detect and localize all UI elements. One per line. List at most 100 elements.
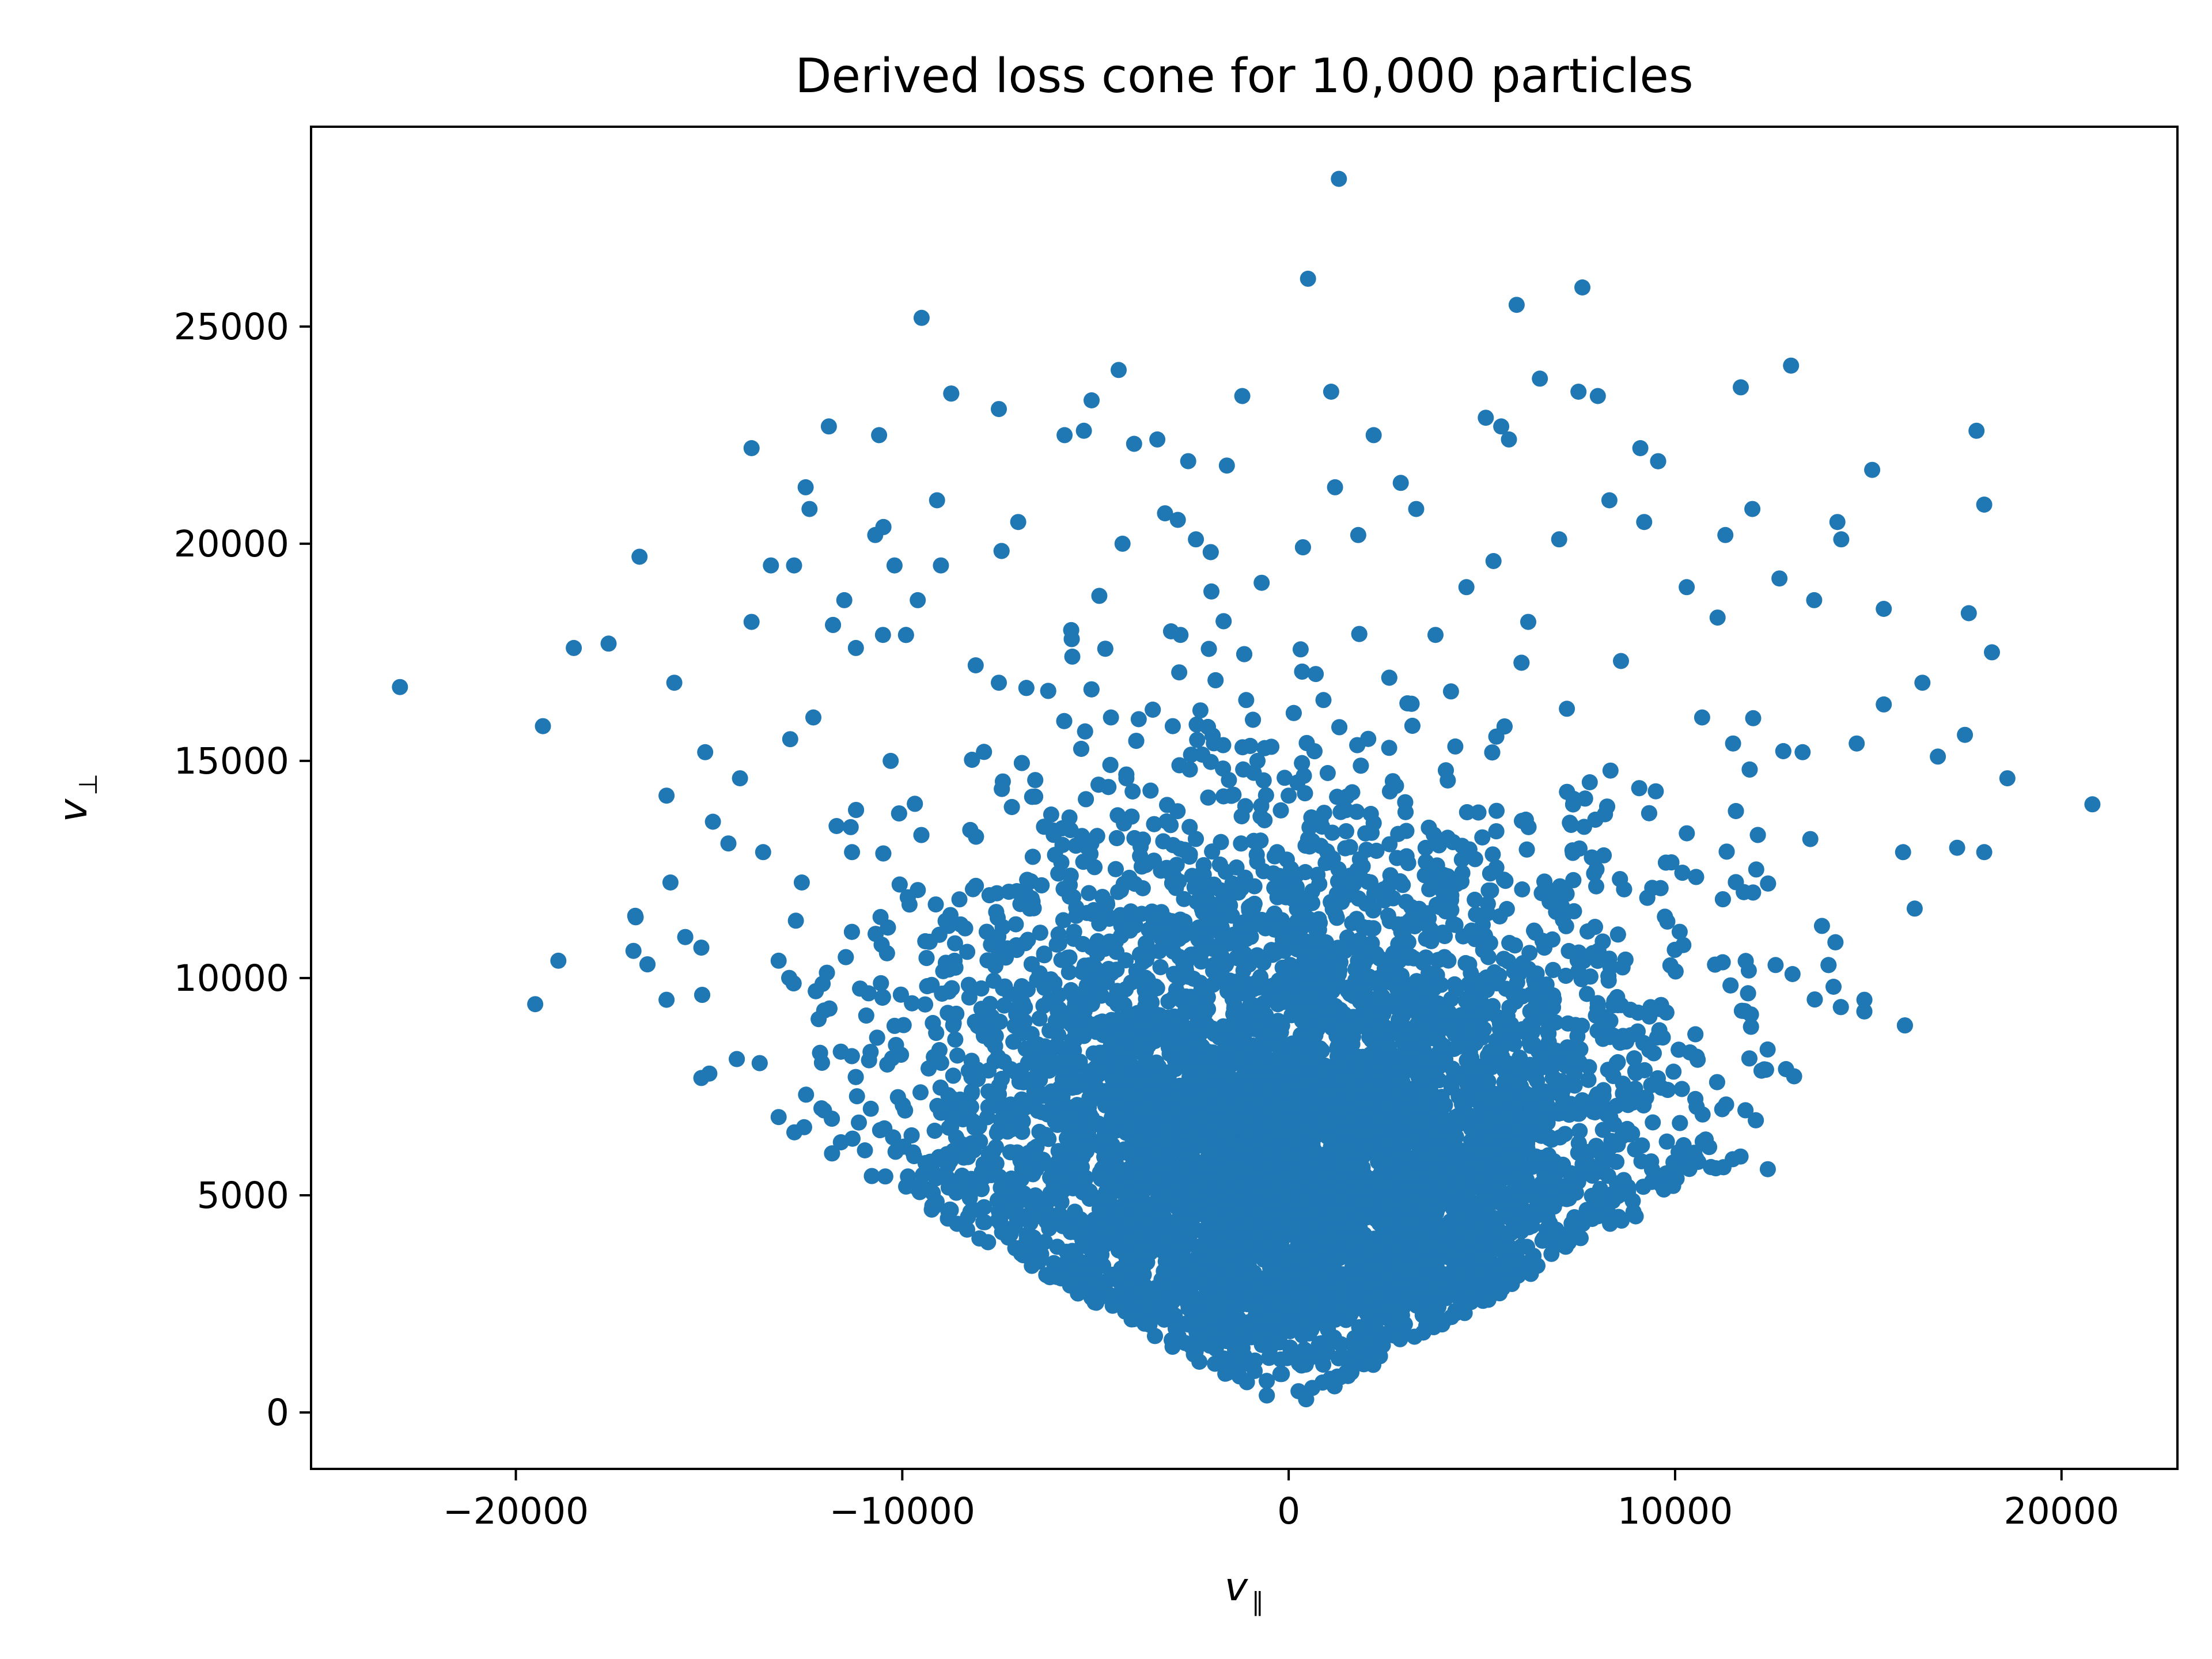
scatter-point [1007,916,1024,933]
scatter-point [1602,762,1619,779]
scatter-point [1767,957,1784,974]
scatter-point [1458,579,1475,596]
scatter-point [1323,384,1339,400]
scatter-point [933,557,949,574]
scatter-point [1350,527,1366,543]
scatter-point [1984,644,2000,661]
scatter-point [1164,718,1181,734]
scatter-point [1084,392,1100,408]
scatter-point [828,818,845,834]
scatter-point [787,912,804,929]
scatter-point [1427,627,1444,643]
scatter-point [1130,711,1147,728]
scatter-point [1365,427,1382,444]
scatter-point [566,639,582,656]
scatter-point [946,935,963,952]
scatter-point [1930,748,1946,765]
scatter-point [847,639,864,656]
scatter-point [871,427,888,444]
scatter-point [1733,379,1749,396]
scatter-point [798,1086,815,1103]
scatter-point [1976,497,1993,513]
scatter-point [1188,531,1205,548]
scatter-points [392,171,2101,1408]
scatter-point [658,787,675,804]
scatter-point [973,1001,990,1017]
scatter-point [1806,592,1823,608]
scatter-point [1802,831,1819,847]
scatter-point [1960,605,1977,622]
scatter-point [1501,431,1517,448]
scatter-point [1748,861,1764,878]
scatter-point [874,627,891,643]
scatter-point [1520,613,1536,630]
scatter-point [1478,410,1494,426]
scatter-point [1601,492,1618,509]
scatter-point [1075,422,1092,439]
scatter-point [1581,774,1598,790]
scatter-point [1114,535,1131,552]
scatter-point [1906,900,1923,917]
scatter-point [1234,388,1251,404]
scatter-point [1833,531,1850,548]
scatter-point [1408,501,1425,517]
scatter-point [666,675,683,691]
scatter-point [1949,839,1965,856]
chart-title: Derived loss cone for 10,000 particles [795,49,1693,104]
scatter-point [697,744,714,760]
scatter-point [1162,623,1179,639]
scatter-point [631,548,648,565]
scatter-point [991,401,1007,418]
scatter-point [1771,570,1788,587]
scatter-point [1849,735,1865,752]
scatter-point [1589,388,1606,404]
scatter-point [1957,726,1974,743]
scatter-point [1725,735,1741,752]
scatter-point [1829,514,1846,531]
scatter-point [1392,475,1409,491]
scatter-point [912,1084,929,1101]
scatter-point [770,952,787,969]
scatter-point [1010,514,1027,531]
scatter-point [797,479,814,495]
scatter-point [625,942,642,959]
scatter-point [2084,796,2101,813]
scatter-point [600,635,617,652]
scatter-point [1745,710,1762,726]
scatter-point [527,996,544,1013]
scatter-point [770,1109,787,1126]
scatter-point [1442,683,1459,700]
scatter-point [1671,923,1688,940]
scatter-point [959,944,976,960]
scatter-point [1968,422,1985,439]
scatter-point [1485,553,1502,569]
scatter-point [1514,881,1531,897]
scatter-point [1895,844,1911,861]
scatter-point [786,557,802,574]
scatter-point [851,1114,867,1131]
scatter-point [1493,418,1510,435]
scatter-point [782,731,798,748]
scatter-point [550,952,567,969]
scatter-point [1157,505,1173,522]
scatter-point [1783,357,1800,374]
scatter-point [1825,979,1842,995]
scatter-point [720,835,737,852]
scatter-point [1292,641,1309,658]
scatter-point [1381,740,1397,756]
scatter-point [1914,675,1931,691]
scatter-point [1632,440,1649,456]
scatter-point [1976,844,1993,861]
scatter-point [1012,896,1029,912]
scatter-point [910,592,926,608]
scatter-point [1570,384,1587,400]
scatter-point [1218,457,1235,474]
scatter-point [1192,702,1209,719]
scatter-point [1784,966,1801,982]
scatter-point [1794,744,1811,760]
scatter-point [1124,783,1141,800]
scatter-point [1308,666,1324,683]
scatter-point [1613,653,1629,669]
scatter-point [1559,700,1575,717]
scatter-point [967,657,984,673]
